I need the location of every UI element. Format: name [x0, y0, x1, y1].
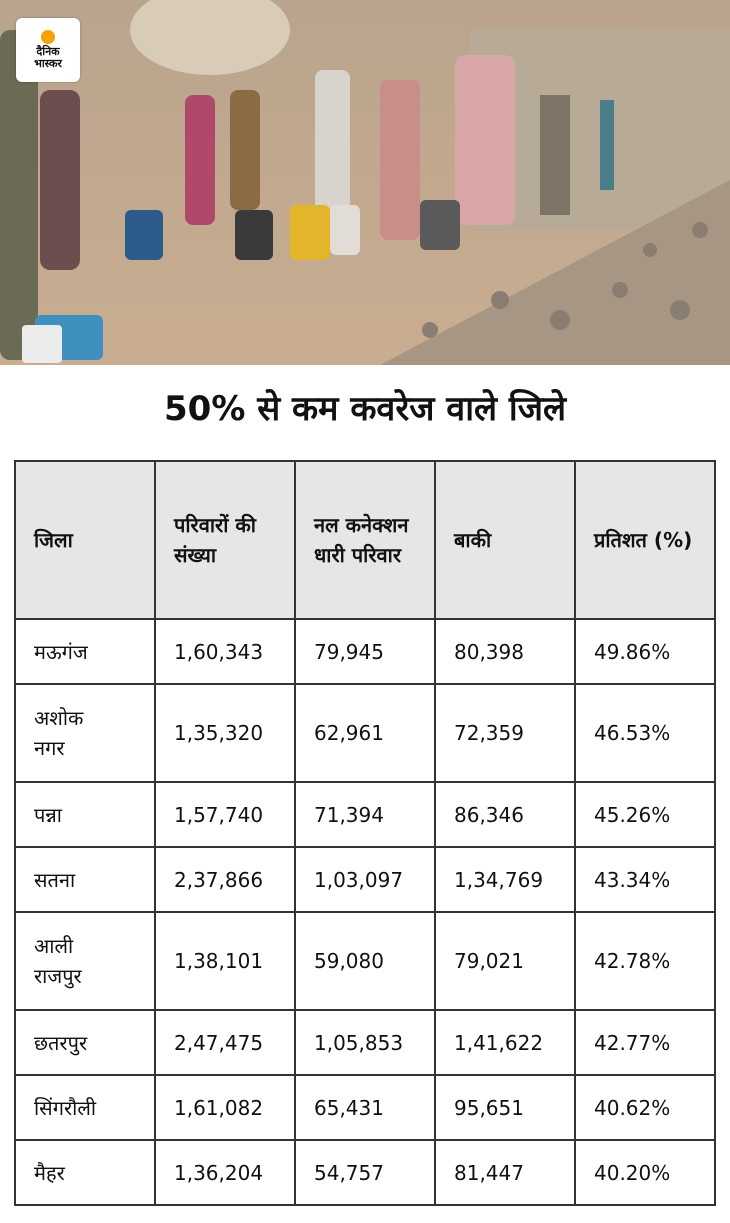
table-cell: 1,35,320	[154, 683, 296, 783]
table-cell: 40.20%	[574, 1139, 716, 1206]
table-row: सतना 2,37,866 1,03,097 1,34,769 43.34%	[14, 846, 716, 913]
table-body: मऊगंज 1,60,343 79,945 80,398 49.86% अशोक नगर 1…	[14, 618, 716, 1206]
table-row: छतरपुर 2,47,475 1,05,853 1,41,622 42.77%	[14, 1009, 716, 1076]
table-row: मैहर 1,36,204 54,757 81,447 40.20%	[14, 1139, 716, 1206]
table-cell: 95,651	[434, 1074, 576, 1141]
table-cell: 1,38,101	[154, 911, 296, 1011]
table-cell: 1,60,343	[154, 618, 296, 685]
table-cell: छतरपुर	[14, 1009, 156, 1076]
table-cell: आली राजपुर	[14, 911, 156, 1011]
table-cell: 1,41,622	[434, 1009, 576, 1076]
table-cell: 43.34%	[574, 846, 716, 913]
table-cell: मैहर	[14, 1139, 156, 1206]
table-cell: 1,05,853	[294, 1009, 436, 1076]
table-cell: 2,47,475	[154, 1009, 296, 1076]
table-cell: 42.77%	[574, 1009, 716, 1076]
table-cell: पन्ना	[14, 781, 156, 848]
table-cell: 54,757	[294, 1139, 436, 1206]
logo-text: दैनिक	[36, 45, 60, 58]
column-header: नल कनेक्शन धारी परिवार	[294, 460, 436, 620]
table-cell: अशोक नगर	[14, 683, 156, 783]
header-row: जिला परिवारों की संख्या नल कनेक्शन धारी पर…	[14, 460, 716, 620]
table-cell: 80,398	[434, 618, 576, 685]
logo: दैनिक भास्कर	[16, 18, 80, 82]
table-row: अशोक नगर 1,35,320 62,961 72,359 46.53%	[14, 683, 716, 783]
table-cell: मऊगंज	[14, 618, 156, 685]
column-header: प्रतिशत (%)	[574, 460, 716, 620]
table-row: पन्ना 1,57,740 71,394 86,346 45.26%	[14, 781, 716, 848]
table-cell: 46.53%	[574, 683, 716, 783]
column-header: बाकी	[434, 460, 576, 620]
table-cell: 86,346	[434, 781, 576, 848]
table-cell: 2,37,866	[154, 846, 296, 913]
table-cell: सतना	[14, 846, 156, 913]
table-cell: 40.62%	[574, 1074, 716, 1141]
table-row: मऊगंज 1,60,343 79,945 80,398 49.86%	[14, 618, 716, 685]
table-cell: 72,359	[434, 683, 576, 783]
title: 50% से कम कवरेज वाले जिले	[164, 389, 566, 429]
table-cell: 59,080	[294, 911, 436, 1011]
table: जिला परिवारों की संख्या नल कनेक्शन धारी पर…	[14, 460, 716, 1206]
column-header: परिवारों की संख्या	[154, 460, 296, 620]
table-cell: 1,03,097	[294, 846, 436, 913]
table-cell: 1,61,082	[154, 1074, 296, 1141]
table-cell: सिंगरौली	[14, 1074, 156, 1141]
logo-icon	[41, 30, 55, 44]
table-cell: 1,36,204	[154, 1139, 296, 1206]
table-cell: 79,945	[294, 618, 436, 685]
table-cell: 65,431	[294, 1074, 436, 1141]
table-cell: 79,021	[434, 911, 576, 1011]
table-cell: 42.78%	[574, 911, 716, 1011]
column-header: जिला	[14, 460, 156, 620]
table-cell: 62,961	[294, 683, 436, 783]
table-cell: 1,34,769	[434, 846, 576, 913]
table-row: सिंगरौली 1,61,082 65,431 95,651 40.62%	[14, 1074, 716, 1141]
table-cell: 49.86%	[574, 618, 716, 685]
table-cell: 45.26%	[574, 781, 716, 848]
table-cell: 1,57,740	[154, 781, 296, 848]
logo-text: भास्कर	[34, 57, 62, 70]
table-cell: 81,447	[434, 1139, 576, 1206]
table-row: आली राजपुर 1,38,101 59,080 79,021 42.78%	[14, 911, 716, 1011]
header-photo	[0, 0, 730, 365]
table-cell: 71,394	[294, 781, 436, 848]
